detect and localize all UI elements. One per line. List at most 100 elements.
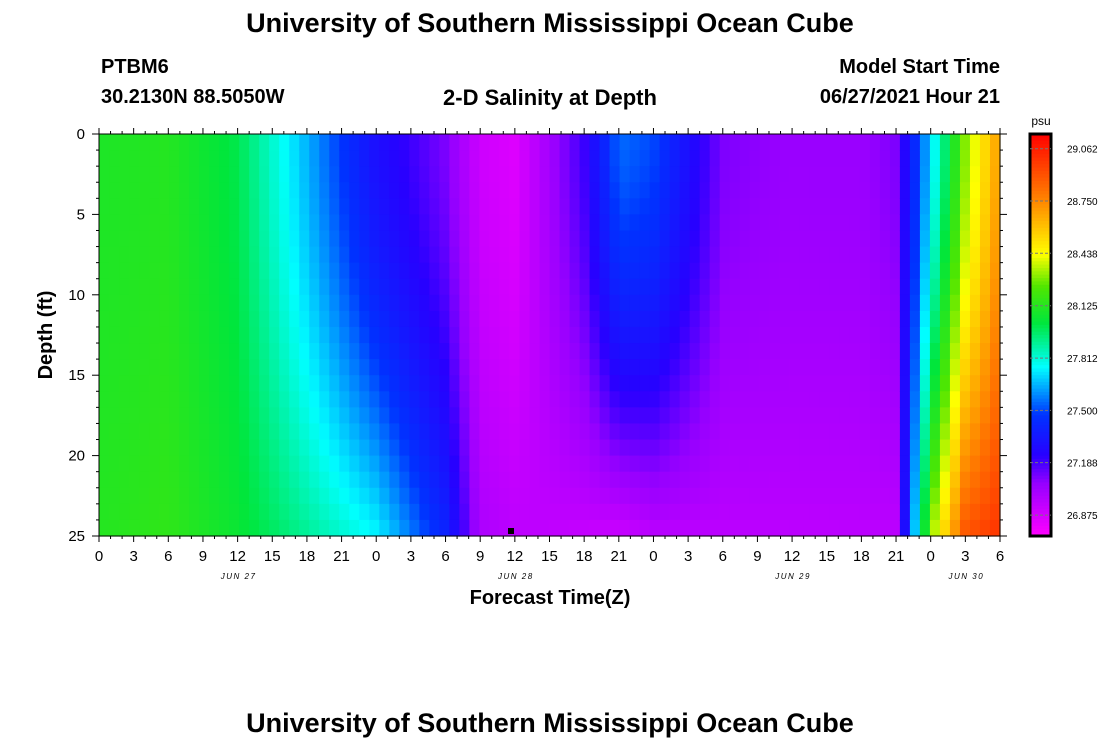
heatmap-cell (889, 343, 901, 360)
heatmap-cell (579, 375, 591, 392)
heatmap-cell (629, 487, 641, 505)
heatmap-cell (979, 278, 991, 296)
heatmap-cell (499, 198, 511, 215)
heatmap-cell (639, 391, 651, 408)
heatmap-cell (389, 230, 400, 248)
heatmap-cell (789, 310, 801, 328)
heatmap-cell (559, 182, 571, 199)
heatmap-cell (409, 262, 420, 280)
heatmap-cell (669, 503, 681, 521)
heatmap-cell (539, 214, 551, 232)
heatmap-cell (139, 487, 150, 505)
colorbar-strip (1030, 167, 1051, 172)
colorbar-strip (1030, 479, 1051, 483)
heatmap-cell (779, 278, 791, 296)
heatmap-cell (769, 278, 781, 296)
heatmap-cell (939, 310, 951, 328)
heatmap-cell (219, 230, 230, 248)
heatmap-cell (279, 182, 290, 199)
heatmap-cell (979, 359, 991, 376)
heatmap-cell (129, 359, 140, 376)
heatmap-cell (859, 423, 871, 441)
heatmap-cell (779, 246, 791, 264)
heatmap-cell (349, 166, 360, 183)
heatmap-cell (589, 262, 601, 280)
heatmap-cell (759, 343, 771, 360)
heatmap-cell (289, 423, 300, 441)
colorbar-strip (1030, 321, 1051, 326)
heatmap-cell (649, 391, 661, 408)
heatmap-cell (359, 391, 370, 408)
heatmap-cell (159, 391, 170, 408)
colorbar-strip (1030, 422, 1051, 427)
heatmap-cell (389, 407, 400, 425)
heatmap-cell (669, 326, 681, 344)
heatmap-cell (909, 294, 921, 312)
heatmap-cell (569, 310, 581, 328)
heatmap-cell (309, 262, 320, 280)
heatmap-cell (789, 391, 801, 408)
heatmap-cell (689, 294, 701, 312)
heatmap-cell (489, 391, 501, 408)
heatmap-cell (229, 519, 240, 537)
heatmap-cell (959, 166, 971, 183)
heatmap-cell (149, 198, 160, 215)
heatmap-cell (249, 198, 260, 215)
colorbar-strip (1030, 512, 1051, 517)
heatmap-cell (239, 391, 250, 408)
heatmap-cell (99, 150, 110, 167)
heatmap-cell (849, 423, 861, 441)
heatmap-cell (439, 262, 450, 280)
heatmap-cell (859, 150, 871, 167)
heatmap-cell (929, 407, 941, 425)
heatmap-cell (389, 182, 400, 199)
colorbar-strip (1030, 448, 1051, 453)
heatmap-cell (739, 455, 751, 473)
heatmap-cell (489, 310, 501, 328)
heatmap-cell (839, 198, 851, 215)
heatmap-cell (189, 182, 200, 199)
heatmap-cell (469, 134, 481, 151)
heatmap-cell (749, 198, 761, 215)
heatmap-cell (799, 343, 811, 360)
heatmap-cell (929, 182, 941, 199)
heatmap-cell (859, 519, 871, 537)
heatmap-cell (809, 278, 821, 296)
heatmap-cell (349, 134, 360, 151)
heatmap-cell (719, 375, 731, 392)
heatmap-cell (289, 262, 300, 280)
heatmap-cell (979, 198, 991, 215)
heatmap-cell (589, 503, 601, 521)
heatmap-cell (359, 343, 370, 360)
heatmap-cell (919, 214, 931, 232)
heatmap-cell (319, 455, 330, 473)
heatmap-cell (479, 471, 491, 489)
heatmap-cell (759, 246, 771, 264)
heatmap-cell (199, 503, 210, 521)
heatmap-cell (319, 343, 330, 360)
heatmap-cell (289, 503, 300, 521)
heatmap-cell (979, 423, 991, 441)
heatmap-cell (289, 343, 300, 360)
heatmap-cell (429, 343, 440, 360)
heatmap-cell (539, 423, 551, 441)
colorbar-strip (1030, 308, 1051, 313)
heatmap-cell (199, 214, 210, 232)
heatmap-cell (939, 343, 951, 360)
heatmap-cell (679, 471, 691, 489)
heatmap-cell (339, 214, 350, 232)
heatmap-cell (619, 278, 631, 296)
heatmap-cell (229, 182, 240, 199)
heatmap-cell (419, 294, 430, 312)
heatmap-cell (609, 310, 621, 328)
heatmap-cell (849, 391, 861, 408)
x-tick-label: 21 (333, 548, 350, 565)
heatmap-cell (399, 359, 410, 376)
heatmap-cell (399, 134, 410, 151)
heatmap-cell (869, 471, 881, 489)
heatmap-cell (779, 407, 791, 425)
heatmap-cell (959, 455, 971, 473)
heatmap-cell (939, 294, 951, 312)
heatmap-cell (539, 326, 551, 344)
heatmap-cell (739, 519, 751, 537)
